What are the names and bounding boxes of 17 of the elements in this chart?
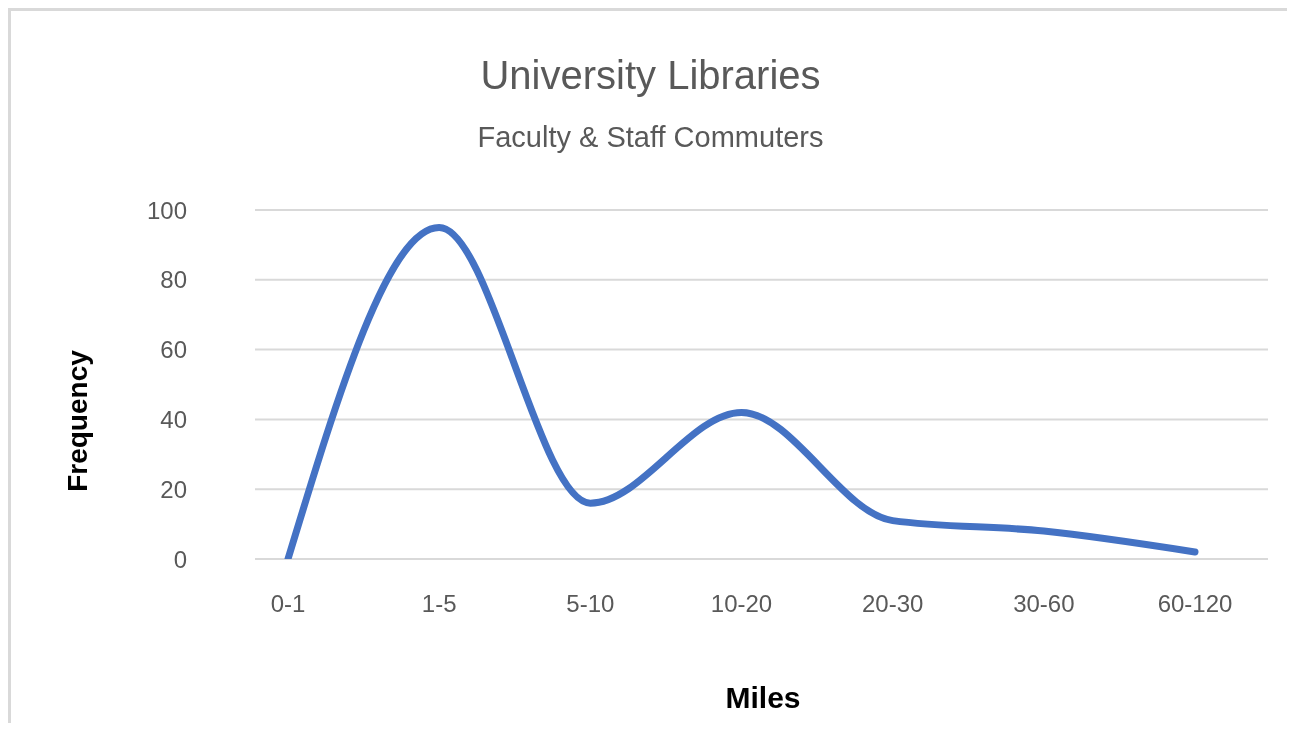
y-tick-label: 100 [146, 196, 187, 224]
x-tick-label: 0-1 [270, 590, 306, 618]
chart-subtitle: Faculty & Staff Commuters [476, 121, 825, 154]
x-tick-label: 10-20 [710, 590, 773, 618]
chart-title: University Libraries [479, 53, 822, 98]
x-tick-label: 60-120 [1157, 590, 1233, 618]
y-tick-label: 40 [160, 405, 187, 433]
y-tick-label: 80 [160, 266, 187, 294]
y-tick-label: 0 [173, 545, 187, 573]
y-axis-title: Frequency [62, 349, 94, 494]
x-axis-title: Miles [724, 681, 802, 715]
y-tick-label: 20 [160, 475, 187, 503]
x-tick-label: 5-10 [566, 590, 615, 618]
y-tick-label: 60 [160, 336, 187, 364]
x-tick-label: 20-30 [861, 590, 924, 618]
x-tick-label: 1-5 [421, 590, 457, 618]
x-tick-label: 30-60 [1013, 590, 1075, 618]
